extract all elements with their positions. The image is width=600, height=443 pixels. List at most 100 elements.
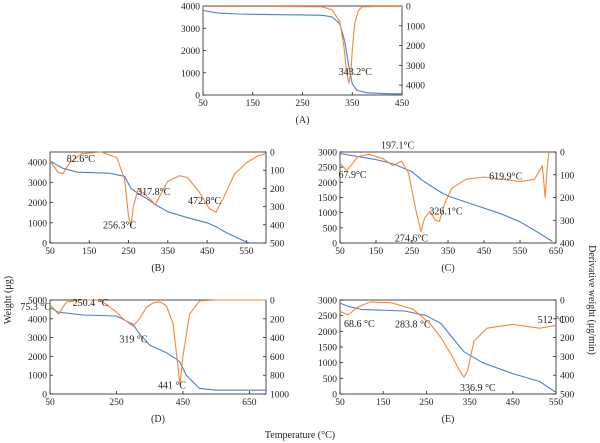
peak-annotation: 317.8°C [137, 187, 170, 198]
peak-annotation: 274.6°C [395, 234, 428, 245]
y-tick-label: 4000 [28, 315, 47, 325]
y2-tick-label: 400 [560, 372, 575, 382]
x-tick-label: 450 [176, 398, 191, 408]
peak-annotation: 256.3°C [103, 221, 136, 232]
plot-frame [49, 299, 267, 395]
peak-annotation: 336.9 °C [460, 383, 496, 394]
y-tick-label: 5000 [28, 297, 47, 307]
y-tick-label: 0 [42, 391, 47, 401]
peak-annotation: 441 °C [158, 381, 186, 392]
y2-tick-label: 0 [560, 297, 565, 307]
y2-tick-label: 200 [270, 185, 285, 195]
x-tick-label: 150 [369, 247, 384, 257]
y-tick-label: 0 [42, 240, 47, 250]
derivative-weight-line [203, 5, 402, 84]
y-tick-label: 1500 [318, 194, 337, 204]
x-tick-label: 350 [462, 398, 477, 408]
x-tick-label: 50 [45, 398, 55, 408]
y-tick-label: 0 [332, 240, 337, 250]
x-tick-label: 150 [246, 99, 261, 109]
x-tick-label: 50 [335, 247, 345, 257]
x-tick-label: 550 [549, 398, 564, 408]
y-tick-label: 2500 [318, 312, 337, 322]
derivative-weight-line [49, 299, 266, 386]
peak-annotation: 619.9°C [489, 172, 522, 183]
x-tick-label: 250 [109, 398, 124, 408]
plot-frame [49, 151, 267, 244]
x-tick-label: 450 [506, 398, 521, 408]
weight-line [339, 152, 553, 242]
weight-line [49, 307, 266, 391]
chart-panel: 50 150 250 350 450 0 1000 2000 3000 4000 0 1000 2000… [181, 3, 425, 127]
peak-annotation: 75.3 °C [20, 302, 51, 313]
x-tick-label: 650 [242, 398, 257, 408]
chart-panel: 50 150 250 350 450 550 65005001000150020002500… [318, 141, 575, 274]
x-tick-label: 650 [549, 247, 564, 257]
peak-annotation: 68.6 °C [344, 319, 375, 330]
peak-annotation: 512 °C [538, 315, 566, 326]
chart-panel: 50 150 250 350 450 55005001000150020002500300… [318, 297, 575, 426]
derivative-weight-line [339, 301, 557, 378]
y2-tick-label: 0 [270, 297, 275, 307]
x-tick-label: 50 [335, 398, 345, 408]
y-tick-label: 1000 [318, 209, 337, 219]
y-tick-label: 4000 [28, 159, 47, 169]
y2-tick-label: 200 [560, 334, 575, 344]
y2-tick-label: 200 [270, 315, 285, 325]
peak-annotation: 472.8°C [188, 196, 221, 207]
y-tick-label: 1000 [181, 69, 200, 79]
y2-tick-label: 0 [270, 149, 275, 159]
y2-tick-label: 400 [560, 240, 575, 250]
x-tick-label: 250 [419, 398, 434, 408]
y2-tick-label: 1000 [270, 391, 289, 401]
weight-line [202, 9, 403, 95]
y-tick-label: 3000 [318, 297, 337, 307]
derivative-weight-line [339, 151, 550, 233]
y-tick-label: 500 [323, 224, 338, 234]
x-tick-label: 450 [477, 247, 492, 257]
x-tick-label: 550 [239, 247, 254, 257]
y-tick-label: 3000 [28, 179, 47, 189]
x-tick-label: 50 [198, 99, 208, 109]
chart-panel: 50 150 250 350 450 550 0 1000 2000 3000 4000 0 100 20… [28, 149, 285, 275]
y-tick-label: 3000 [318, 149, 337, 159]
x-tick-label: 150 [82, 247, 97, 257]
peak-annotation: 67.9°C [338, 170, 366, 181]
x-tick-label: 250 [295, 99, 310, 109]
chart-panel: 50 250 450 650 0 1000 2000 3000 4000 5000 0 200 400 6… [20, 297, 289, 426]
y-tick-label: 3000 [181, 25, 200, 35]
peak-annotation: 283.8 °C [395, 320, 431, 331]
y2-tick-label: 300 [560, 353, 575, 363]
bottom-axis-label: Temperature (°C) [265, 430, 335, 441]
x-tick-label: 350 [441, 247, 456, 257]
y2-tick-label: 100 [270, 167, 285, 177]
y-tick-label: 2000 [318, 328, 337, 338]
weight-line [49, 160, 251, 244]
y2-tick-label: 500 [270, 240, 285, 250]
y-tick-label: 1000 [28, 372, 47, 382]
y-tick-label: 2000 [28, 353, 47, 363]
y2-tick-label: 1000 [406, 22, 425, 32]
y-tick-label: 1500 [318, 344, 337, 354]
y-tick-label: 4000 [181, 3, 200, 13]
y2-tick-label: 100 [560, 171, 575, 181]
y-tick-label: 3000 [28, 334, 47, 344]
y-tick-label: 1000 [318, 359, 337, 369]
x-tick-label: 450 [395, 99, 410, 109]
y2-tick-label: 200 [560, 194, 575, 204]
x-tick-label: 350 [345, 99, 360, 109]
peak-annotation: 319 °C [119, 334, 147, 345]
plot-frame [339, 299, 557, 395]
x-tick-label: 550 [513, 247, 528, 257]
x-tick-label: 50 [45, 247, 55, 257]
peak-annotation: 82.6°C [67, 154, 95, 165]
peak-annotation: 343.2°C [339, 67, 372, 78]
x-tick-label: 250 [121, 247, 136, 257]
derivative-weight-line [49, 151, 267, 228]
x-tick-label: 450 [200, 247, 215, 257]
x-tick-label: 350 [161, 247, 176, 257]
panel-label: (E) [442, 414, 455, 425]
y-tick-label: 2000 [28, 199, 47, 209]
panel-label: (D) [151, 414, 165, 425]
